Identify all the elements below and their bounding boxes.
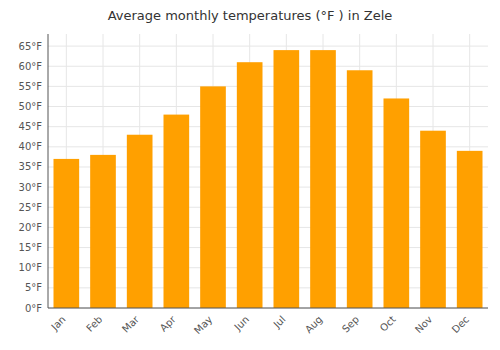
x-tick-label: Oct — [378, 314, 398, 334]
y-grid-line — [48, 66, 488, 67]
y-tick-label: 25°F — [19, 202, 43, 213]
bar — [347, 70, 373, 308]
grid — [48, 34, 488, 308]
y-tick-label: 65°F — [19, 41, 43, 52]
bar — [274, 50, 300, 308]
bar — [237, 62, 263, 308]
bars — [54, 50, 483, 308]
bar — [90, 155, 116, 308]
x-tick-label: Apr — [158, 313, 179, 334]
y-tick-label: 15°F — [19, 242, 43, 253]
bar — [384, 98, 410, 308]
bar — [54, 159, 80, 308]
chart-container: Average monthly temperatures (°F ) in Ze… — [0, 0, 500, 350]
chart-svg: Average monthly temperatures (°F ) in Ze… — [0, 0, 500, 350]
x-tick-label: Feb — [84, 314, 104, 334]
title: Average monthly temperatures (°F ) in Ze… — [108, 8, 393, 23]
y-grid-line — [48, 46, 488, 47]
x-tick-label: Mar — [120, 313, 142, 335]
bar — [164, 115, 190, 308]
y-tick-label: 40°F — [19, 141, 43, 152]
y-grid-line — [48, 106, 488, 107]
x-tick-label: May — [192, 314, 214, 336]
y-tick-label: 0°F — [25, 303, 42, 314]
bar — [420, 131, 446, 308]
y-tick-label: 50°F — [19, 101, 43, 112]
x-tick-label: Dec — [450, 314, 471, 335]
y-tick-label: 45°F — [19, 121, 43, 132]
x-axis-line — [48, 308, 488, 309]
y-axis-line — [48, 34, 49, 308]
y-tick-label: 30°F — [19, 182, 43, 193]
x-tick-label: Nov — [413, 314, 435, 336]
x-tick-label: Sep — [340, 314, 361, 335]
y-tick-label: 10°F — [19, 262, 43, 273]
y-grid-line — [48, 86, 488, 87]
bar — [200, 86, 226, 308]
x-tick-label: Jun — [232, 314, 252, 334]
y-tick-label: 60°F — [19, 61, 43, 72]
y-tick-label: 35°F — [19, 161, 43, 172]
y-grid-line — [48, 126, 488, 127]
y-tick-label: 55°F — [19, 81, 43, 92]
bar — [457, 151, 483, 308]
x-tick-label: Jul — [271, 314, 288, 331]
y-tick-label: 20°F — [19, 222, 43, 233]
x-tick-label: Jan — [48, 314, 67, 333]
bar — [310, 50, 336, 308]
y-grid-line — [48, 308, 488, 309]
x-tick-label: Aug — [303, 314, 325, 336]
y-tick-label: 5°F — [25, 282, 42, 293]
bar — [127, 135, 153, 308]
